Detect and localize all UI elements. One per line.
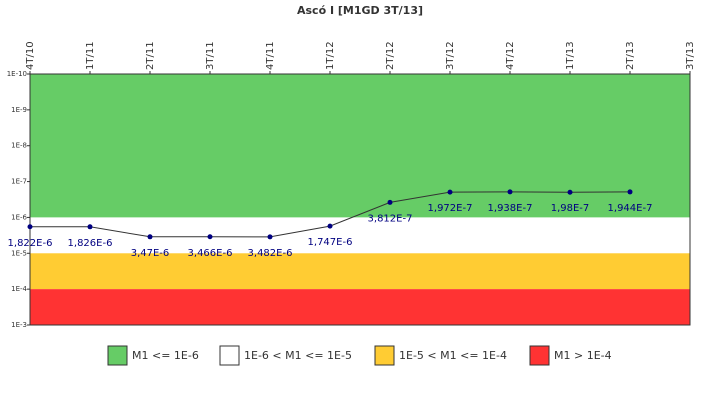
plot-border <box>29 73 691 326</box>
x-tick-label: 2T/11 <box>145 41 156 70</box>
band <box>30 74 690 218</box>
x-tick-label: 1T/11 <box>85 41 96 70</box>
x-tick-label: 1T/12 <box>325 41 336 70</box>
data-point <box>507 189 513 195</box>
data-label: 1,98E-7 <box>551 203 590 214</box>
legend-label: 1E-5 < M1 <= 1E-4 <box>399 349 507 362</box>
data-point <box>27 224 33 230</box>
legend-label: M1 > 1E-4 <box>554 349 612 362</box>
legend-label: M1 <= 1E-6 <box>132 349 199 362</box>
x-tick-label: 3T/11 <box>205 41 216 70</box>
legend-label: 1E-6 < M1 <= 1E-5 <box>244 349 352 362</box>
data-label: 1,826E-6 <box>68 238 113 249</box>
x-tick-label: 1T/13 <box>565 41 576 70</box>
data-point <box>207 234 213 240</box>
data-point <box>387 199 393 205</box>
data-point <box>447 189 453 195</box>
x-tick-label: 3T/13 <box>685 41 696 70</box>
data-label: 1,822E-6 <box>8 238 53 249</box>
data-point <box>567 189 573 195</box>
y-tick-label: 1E-4 <box>11 285 27 293</box>
data-label: 1,938E-7 <box>488 203 533 214</box>
y-tick-label: 1E-9 <box>11 106 27 114</box>
legend-swatch <box>219 345 240 366</box>
data-label: 3,812E-7 <box>368 213 413 224</box>
y-tick-label: 1E-7 <box>11 178 27 186</box>
y-tick-label: 1E-6 <box>11 213 27 221</box>
y-tick-label: 1E-10 <box>7 70 27 78</box>
x-tick-label: 3T/12 <box>445 41 456 70</box>
data-label: 3,466E-6 <box>188 248 233 259</box>
data-label: 3,482E-6 <box>248 248 293 259</box>
legend-swatch <box>374 345 395 366</box>
data-label: 3,47E-6 <box>131 248 170 259</box>
x-tick-label: 4T/10 <box>25 41 36 70</box>
data-point <box>327 223 333 229</box>
band <box>30 217 690 254</box>
x-tick-label: 4T/12 <box>505 41 516 70</box>
y-tick-label: 1E-8 <box>11 142 27 150</box>
data-point <box>627 189 633 195</box>
chart-title: Ascó I [M1GD 3T/13] <box>297 4 423 17</box>
band <box>30 289 690 325</box>
y-tick-label: 1E-3 <box>11 321 27 329</box>
data-label: 1,972E-7 <box>428 203 473 214</box>
band <box>30 253 690 290</box>
x-tick-label: 4T/11 <box>265 41 276 70</box>
x-tick-label: 2T/12 <box>385 41 396 70</box>
legend-swatch <box>107 345 128 366</box>
legend-swatch <box>529 345 550 366</box>
x-tick-label: 2T/13 <box>625 41 636 70</box>
y-tick-label: 1E-5 <box>11 249 27 257</box>
data-point <box>87 224 93 230</box>
data-label: 1,944E-7 <box>608 203 653 214</box>
data-label: 1,747E-6 <box>308 237 353 248</box>
data-point <box>147 234 153 240</box>
data-point <box>267 234 273 240</box>
